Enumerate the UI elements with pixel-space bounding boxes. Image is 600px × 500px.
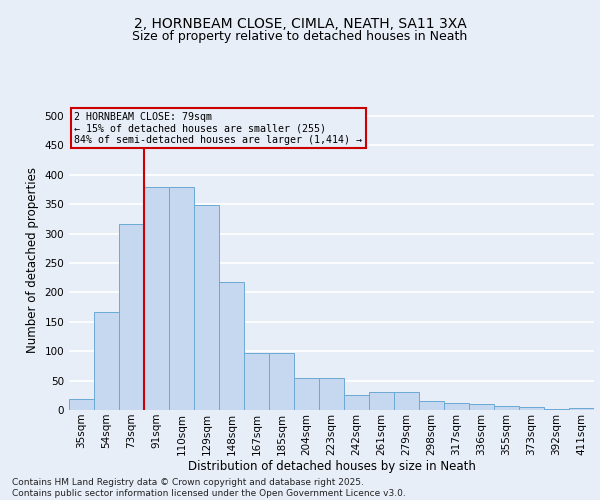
Bar <box>220 282 244 410</box>
Bar <box>295 378 319 410</box>
Bar <box>119 224 143 410</box>
Bar <box>269 353 293 410</box>
Y-axis label: Number of detached properties: Number of detached properties <box>26 167 39 353</box>
Text: Contains HM Land Registry data © Crown copyright and database right 2025.
Contai: Contains HM Land Registry data © Crown c… <box>12 478 406 498</box>
Bar <box>244 353 269 410</box>
X-axis label: Distribution of detached houses by size in Neath: Distribution of detached houses by size … <box>188 460 475 473</box>
Bar <box>569 408 593 410</box>
Bar <box>394 392 419 410</box>
Bar <box>494 406 518 410</box>
Bar <box>370 392 394 410</box>
Bar <box>194 206 218 410</box>
Bar <box>520 407 544 410</box>
Text: 2, HORNBEAM CLOSE, CIMLA, NEATH, SA11 3XA: 2, HORNBEAM CLOSE, CIMLA, NEATH, SA11 3X… <box>134 18 466 32</box>
Text: Size of property relative to detached houses in Neath: Size of property relative to detached ho… <box>133 30 467 43</box>
Bar <box>344 394 368 410</box>
Bar <box>445 403 469 410</box>
Bar <box>319 378 344 410</box>
Bar <box>70 400 94 410</box>
Bar <box>145 187 169 410</box>
Bar <box>169 187 194 410</box>
Bar <box>469 404 494 410</box>
Bar <box>544 409 569 410</box>
Bar <box>419 401 443 410</box>
Bar <box>94 312 119 410</box>
Text: 2 HORNBEAM CLOSE: 79sqm
← 15% of detached houses are smaller (255)
84% of semi-d: 2 HORNBEAM CLOSE: 79sqm ← 15% of detache… <box>74 112 362 144</box>
